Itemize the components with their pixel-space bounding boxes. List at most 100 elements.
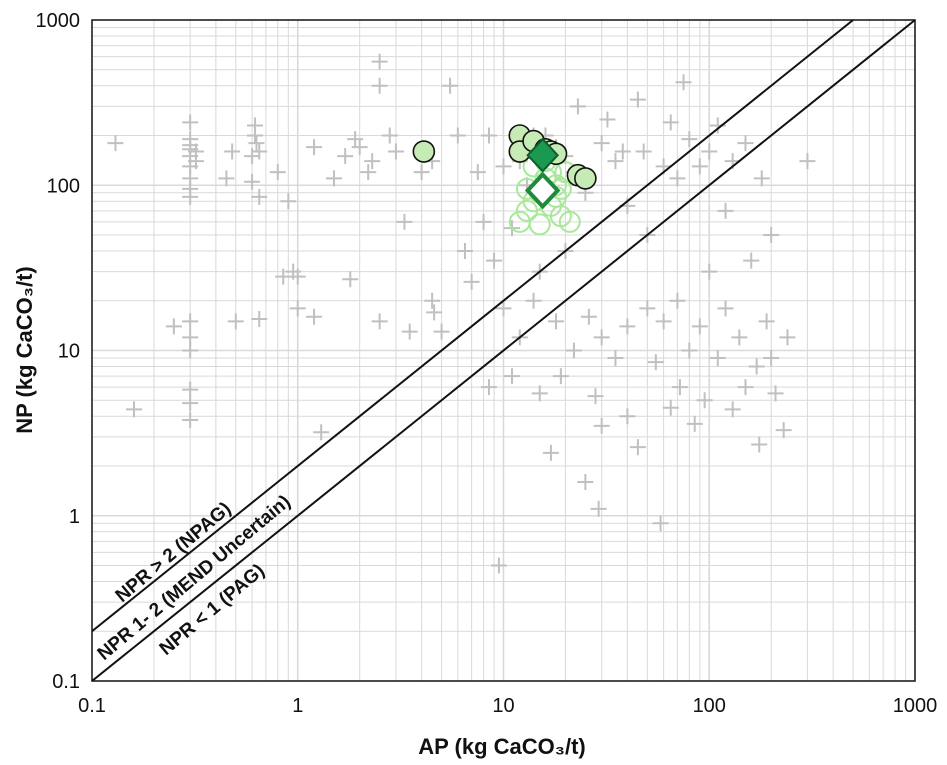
plus-point	[182, 395, 199, 412]
plus-point	[289, 300, 306, 317]
plus-point	[504, 368, 521, 385]
y-tick-label: 10	[58, 341, 80, 363]
plus-point	[696, 392, 713, 409]
plus-point	[433, 323, 450, 340]
plus-point	[313, 424, 330, 441]
plus-point	[619, 408, 636, 425]
plus-point	[758, 313, 775, 330]
plus-point	[737, 135, 754, 152]
plus-point	[717, 202, 734, 219]
open-diamond-point	[524, 171, 561, 210]
plus-point	[275, 268, 292, 285]
plus-point	[182, 114, 199, 131]
plus-point	[669, 292, 686, 309]
plus-point	[495, 300, 512, 317]
plus-point	[426, 304, 443, 321]
plus-point	[775, 422, 792, 439]
plus-point	[614, 143, 631, 160]
x-axis-title: AP (kg CaCO₃/t)	[418, 734, 585, 759]
plus-point	[371, 77, 388, 94]
plus-point	[731, 329, 748, 346]
plus-point	[449, 127, 466, 144]
plus-point	[360, 164, 377, 181]
tick-labels: 0.1 1 10 100 1000 0.1 1 10 100 1000	[36, 10, 938, 717]
plus-point	[442, 77, 459, 94]
plus-point	[247, 127, 264, 144]
y-tick-label: 1	[69, 506, 80, 528]
plus-point	[413, 164, 430, 181]
plus-point	[701, 263, 718, 280]
x-tick-label: 0.1	[78, 695, 106, 717]
plus-point	[325, 170, 342, 187]
plus-point	[182, 313, 199, 330]
plus-point	[306, 139, 323, 156]
plus-point	[724, 401, 741, 418]
plus-point	[639, 300, 656, 317]
plus-point	[799, 153, 816, 170]
plus-point	[675, 74, 692, 91]
plus-point	[289, 268, 306, 285]
plus-point	[629, 91, 646, 108]
plus-point	[763, 350, 780, 367]
plus-point	[480, 127, 497, 144]
plus-point	[662, 114, 679, 131]
plus-point	[593, 329, 610, 346]
reference-lines	[91, 19, 916, 682]
plus-point	[779, 329, 796, 346]
y-tick-label: 100	[47, 175, 80, 197]
plus-point	[552, 368, 569, 385]
filled-circle-point	[574, 167, 597, 190]
plus-point	[182, 342, 199, 359]
y-axis-title: NP (kg CaCO₃/t)	[12, 266, 37, 433]
plus-point	[691, 158, 708, 175]
plus-point	[701, 143, 718, 160]
plus-point	[587, 388, 604, 405]
plus-point	[686, 415, 703, 432]
plus-point	[337, 148, 354, 165]
plus-point	[182, 411, 199, 428]
plus-point	[424, 292, 441, 309]
plus-point	[469, 164, 486, 181]
plus-point	[244, 173, 261, 190]
plus-point	[599, 111, 616, 128]
x-tick-label: 100	[693, 695, 726, 717]
plus-point	[463, 273, 480, 290]
plus-point	[619, 318, 636, 335]
plus-point	[577, 474, 594, 491]
plus-point	[669, 170, 686, 187]
npr-line	[91, 19, 916, 682]
y-tick-label: 0.1	[52, 671, 80, 693]
plus-point	[607, 153, 624, 170]
plus-point	[763, 226, 780, 243]
plus-point	[125, 401, 142, 418]
plus-point	[248, 135, 265, 152]
plus-point	[548, 313, 565, 330]
plus-point	[737, 379, 754, 396]
plus-point	[647, 354, 664, 371]
plus-point	[691, 318, 708, 335]
plus-point	[187, 143, 204, 160]
x-tick-label: 1	[292, 695, 303, 717]
plus-point	[342, 271, 359, 288]
plus-point	[525, 292, 542, 309]
plus-point	[495, 158, 512, 175]
plus-point	[224, 143, 241, 160]
plus-point	[251, 143, 268, 160]
plus-point	[280, 193, 297, 210]
plus-point	[751, 436, 768, 453]
plus-point	[381, 127, 398, 144]
filled-diamond-point	[526, 137, 560, 173]
plus-point	[607, 350, 624, 367]
plus-point	[662, 399, 679, 416]
plus-point	[593, 135, 610, 152]
plus-point	[107, 135, 124, 152]
plot-frame	[91, 19, 916, 682]
open-circle-point	[528, 213, 551, 236]
plus-point	[490, 557, 507, 574]
plus-point	[717, 300, 734, 317]
plus-point	[251, 188, 268, 205]
plus-point	[480, 379, 497, 396]
plus-point	[593, 417, 610, 434]
